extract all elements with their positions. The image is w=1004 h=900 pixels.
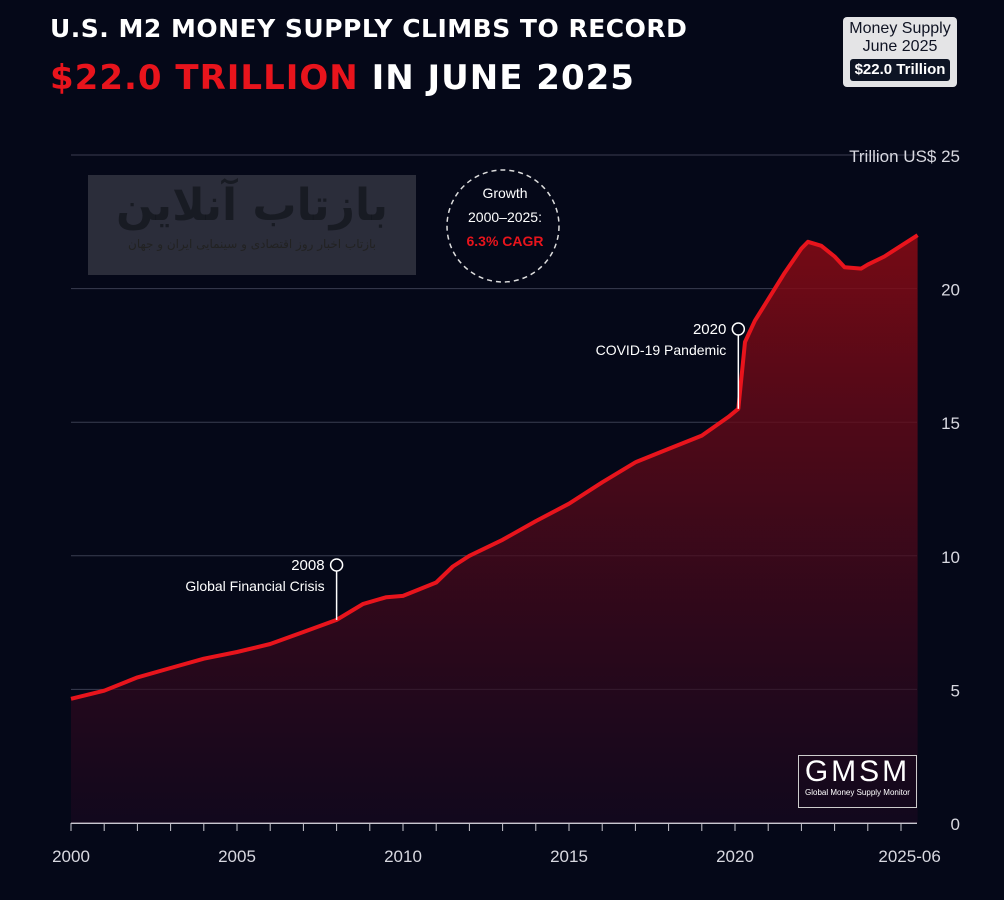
annotation-year: 2020 (693, 321, 726, 338)
y-tick-label: Trillion US$ 25 (849, 147, 960, 166)
x-tick-label: 2000 (52, 847, 90, 866)
badge-line1: Money Supply (849, 20, 951, 37)
title-highlight: $22.0 TRILLION (50, 58, 359, 98)
logo-name: GMSM (804, 755, 911, 788)
x-tick-label: 2020 (716, 847, 754, 866)
chart-title: U.S. M2 MONEY SUPPLY CLIMBS TO RECORD (50, 14, 688, 43)
x-tick-label: 2005 (218, 847, 256, 866)
watermark-main: بازتاب آنلاین (115, 180, 389, 231)
growth-line1: Growth (482, 185, 527, 201)
growth-value: 6.3% CAGR (466, 233, 543, 249)
gmsm-logo: GMSM Global Money Supply Monitor (798, 755, 917, 808)
logo-subtitle: Global Money Supply Monitor (805, 788, 910, 797)
watermark: بازتاب آنلاین بازتاب اخبار روز اقتصادی و… (88, 175, 416, 275)
x-tick-label: 2025-06 (878, 847, 940, 866)
x-tick-label: 2010 (384, 847, 422, 866)
watermark-sub: بازتاب اخبار روز اقتصادی و سینمایی ایران… (128, 237, 376, 251)
money-supply-badge: Money Supply June 2025 $22.0 Trillion (843, 17, 957, 87)
annotation-year: 2008 (291, 557, 324, 574)
area-fill (71, 235, 918, 823)
y-tick-label: 0 (951, 815, 960, 834)
growth-line2: 2000–2025: (468, 209, 542, 225)
annotation-label: Global Financial Crisis (185, 578, 324, 594)
chart-subtitle: $22.0 TRILLION IN JUNE 2025 (50, 58, 635, 98)
y-tick-label: 5 (951, 681, 960, 700)
y-tick-label: 20 (941, 281, 960, 300)
x-tick-label: 2015 (550, 847, 588, 866)
badge-value: $22.0 Trillion (849, 59, 951, 81)
y-tick-label: 15 (941, 414, 960, 433)
series-line (70, 233, 919, 701)
annotation-label: COVID-19 Pandemic (596, 342, 727, 358)
annotation-marker (329, 558, 344, 572)
title-rest: IN JUNE 2025 (358, 58, 635, 98)
badge-line2: June 2025 (862, 38, 938, 55)
annotation-marker (731, 322, 746, 336)
y-tick-label: 10 (941, 548, 960, 567)
growth-callout: Growth 2000–2025: 6.3% CAGR (446, 169, 560, 283)
